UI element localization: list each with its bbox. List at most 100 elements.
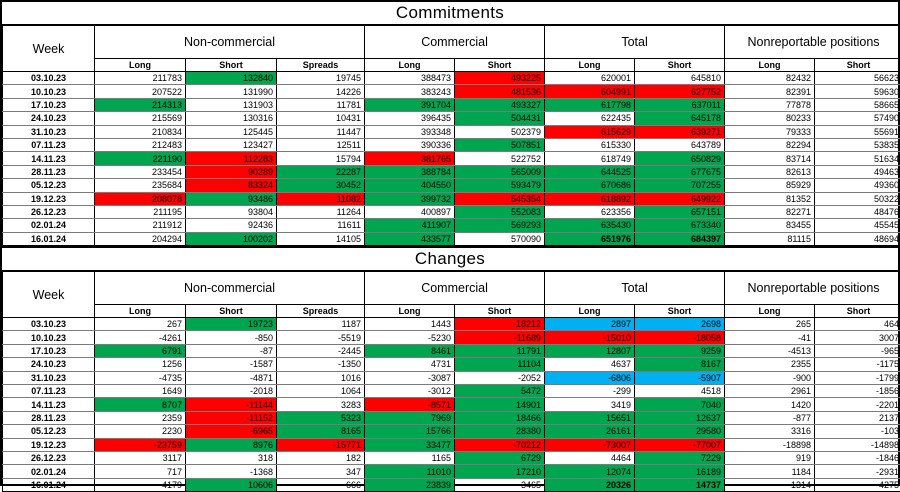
value-cell: 33477 (365, 438, 455, 451)
commitments-title: Commitments (2, 2, 898, 25)
value-cell: 4518 (635, 385, 725, 398)
week-cell: 31.10.23 (3, 371, 95, 384)
value-cell: 19723 (186, 318, 277, 331)
group-header: Commercial (365, 272, 545, 305)
value-cell: -2931 (815, 465, 900, 478)
value-cell: 11447 (277, 125, 365, 138)
value-cell: 481536 (455, 85, 545, 98)
value-cell: 14901 (455, 398, 545, 411)
value-cell: 10606 (186, 478, 277, 491)
sub-header: Long (365, 59, 455, 72)
value-cell: 347 (277, 465, 365, 478)
value-cell: 59630 (815, 85, 900, 98)
value-cell: 23839 (365, 478, 455, 491)
value-cell: -877 (725, 411, 815, 424)
value-cell: 215569 (95, 112, 186, 125)
value-cell: 235684 (95, 179, 186, 192)
value-cell: 644525 (545, 165, 635, 178)
value-cell: 670686 (545, 179, 635, 192)
value-cell: 5323 (277, 411, 365, 424)
value-cell: 593479 (455, 179, 545, 192)
week-column-header: Week (3, 26, 95, 72)
value-cell: 267 (95, 318, 186, 331)
value-cell: -11152 (186, 411, 277, 424)
value-cell: 545354 (455, 192, 545, 205)
value-cell: 14226 (277, 85, 365, 98)
value-cell: 657151 (635, 205, 725, 218)
value-cell: -1846 (815, 451, 900, 464)
week-cell: 14.11.23 (3, 152, 95, 165)
value-cell: 2698 (635, 318, 725, 331)
value-cell: -15771 (277, 438, 365, 451)
value-cell: 83714 (725, 152, 815, 165)
value-cell: 15794 (277, 152, 365, 165)
value-cell: 645810 (635, 72, 725, 85)
group-header: Commercial (365, 26, 545, 59)
value-cell: 51634 (815, 152, 900, 165)
value-cell: 391704 (365, 98, 455, 111)
value-cell: 214313 (95, 98, 186, 111)
value-cell: -850 (186, 331, 277, 344)
value-cell: 30452 (277, 179, 365, 192)
value-cell: 388473 (365, 72, 455, 85)
value-cell: 673340 (635, 219, 725, 232)
value-cell: 123427 (186, 138, 277, 151)
value-cell: 20326 (545, 478, 635, 491)
value-cell: 49360 (815, 179, 900, 192)
value-cell: 4464 (545, 451, 635, 464)
value-cell: 93486 (186, 192, 277, 205)
value-cell: 2897 (545, 318, 635, 331)
value-cell: -2018 (186, 385, 277, 398)
group-header: Non-commercial (95, 272, 365, 305)
value-cell: 8976 (186, 438, 277, 451)
value-cell: 9259 (635, 344, 725, 357)
value-cell: 80233 (725, 112, 815, 125)
value-cell: 623356 (545, 205, 635, 218)
value-cell: 622435 (545, 112, 635, 125)
value-cell: 212483 (95, 138, 186, 151)
value-cell: 56623 (815, 72, 900, 85)
value-cell: -15010 (545, 331, 635, 344)
value-cell: -1799 (815, 371, 900, 384)
week-cell: 07.11.23 (3, 385, 95, 398)
value-cell: 393348 (365, 125, 455, 138)
value-cell: 100202 (186, 232, 277, 245)
value-cell: 53835 (815, 138, 900, 151)
week-cell: 03.10.23 (3, 318, 95, 331)
value-cell: -8571 (365, 398, 455, 411)
value-cell: 399732 (365, 192, 455, 205)
value-cell: 204294 (95, 232, 186, 245)
week-cell: 02.01.24 (3, 465, 95, 478)
value-cell: 8707 (95, 398, 186, 411)
value-cell: -1350 (277, 358, 365, 371)
week-cell: 28.11.23 (3, 411, 95, 424)
value-cell: -11144 (186, 398, 277, 411)
value-cell: 684397 (635, 232, 725, 245)
value-cell: 522752 (455, 152, 545, 165)
value-cell: 130316 (186, 112, 277, 125)
value-cell: 1184 (725, 465, 815, 478)
value-cell: -3087 (365, 371, 455, 384)
value-cell: 650829 (635, 152, 725, 165)
value-cell: 11010 (365, 465, 455, 478)
value-cell: 2961 (725, 385, 815, 398)
value-cell: 7229 (635, 451, 725, 464)
value-cell: 383243 (365, 85, 455, 98)
value-cell: 396435 (365, 112, 455, 125)
week-column-header: Week (3, 272, 95, 318)
